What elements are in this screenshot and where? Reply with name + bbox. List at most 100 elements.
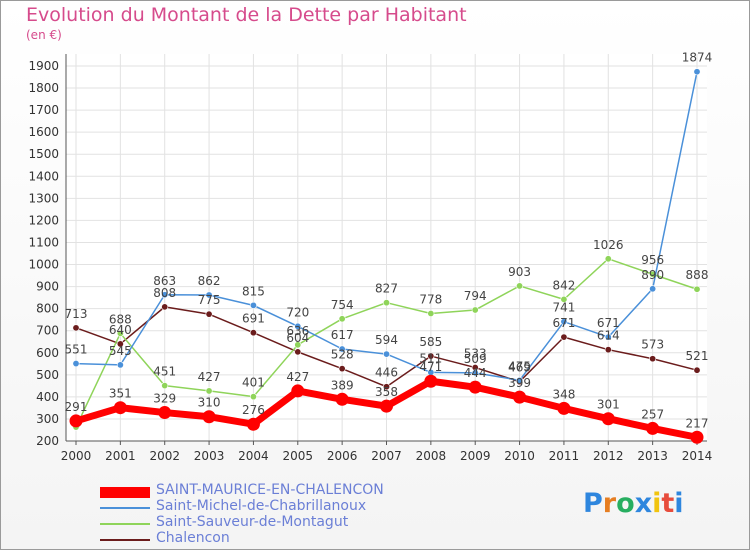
data-label: 427 [198, 370, 221, 384]
y-tick-label: 800 [36, 302, 59, 316]
data-point [249, 393, 257, 401]
data-point [205, 291, 213, 299]
legend-swatch [100, 507, 150, 509]
data-label: 551 [65, 343, 88, 357]
data-label: 754 [331, 298, 354, 312]
data-point [249, 301, 257, 309]
y-tick-label: 400 [36, 390, 59, 404]
x-tick-label: 2007 [371, 449, 402, 463]
axes: 200 300 400 500 600 700 800 900 1000 1100 1200 1300… [28, 54, 712, 463]
data-point [427, 309, 435, 317]
data-point [690, 430, 704, 444]
chart-title: Evolution du Montant de la Dette par Hab… [26, 4, 467, 26]
data-label: 671 [597, 316, 620, 330]
data-label: 827 [375, 282, 398, 296]
legend-label: Saint-Michel-de-Chabrillanoux [156, 498, 367, 514]
data-point [513, 390, 527, 404]
data-label: 863 [153, 274, 176, 288]
brand-letter: x [634, 488, 653, 519]
data-point [158, 406, 172, 420]
data-point [560, 333, 568, 341]
data-label: 808 [153, 286, 176, 300]
data-point [693, 366, 701, 374]
data-label: 528 [331, 348, 354, 362]
x-tick-label: 2006 [327, 449, 358, 463]
y-tick-label: 1200 [28, 213, 59, 227]
data-point [116, 329, 124, 337]
data-label: 399 [508, 376, 531, 390]
data-point [161, 303, 169, 311]
data-point [693, 285, 701, 293]
data-label: 329 [153, 392, 176, 406]
data-label: 794 [464, 289, 487, 303]
data-point [560, 295, 568, 303]
data-label: 545 [109, 344, 132, 358]
data-point [113, 401, 127, 415]
data-label: 671 [552, 316, 575, 330]
legend-label: SAINT-MAURICE-EN-CHALENCON [156, 482, 384, 498]
data-point [338, 365, 346, 373]
data-point [516, 282, 524, 290]
brand-letter: r [602, 488, 617, 519]
y-tick-label: 1000 [28, 258, 59, 272]
data-label: 469 [508, 361, 531, 375]
x-tick-label: 2014 [682, 449, 713, 463]
data-label: 741 [552, 301, 575, 315]
data-point [471, 306, 479, 314]
data-point [604, 346, 612, 354]
data-point [294, 341, 302, 349]
x-tick-label: 2009 [460, 449, 491, 463]
x-tick-label: 2001 [105, 449, 136, 463]
data-label: 815 [242, 284, 265, 298]
data-point [646, 421, 660, 435]
x-tick-label: 2011 [549, 449, 580, 463]
data-point [560, 318, 568, 326]
y-tick-label: 200 [36, 434, 59, 448]
data-point [380, 399, 393, 413]
brand-letter: i [652, 488, 662, 519]
x-tick-label: 2013 [637, 449, 668, 463]
data-point [601, 412, 615, 426]
y-tick-label: 1100 [28, 235, 59, 249]
brand-letter: P [583, 488, 603, 519]
data-label: 890 [641, 268, 664, 282]
data-point [427, 352, 435, 360]
data-label: 348 [552, 387, 575, 401]
y-tick-label: 500 [36, 368, 59, 382]
data-label: 276 [242, 403, 265, 417]
data-point [604, 333, 612, 341]
x-tick-label: 2002 [149, 449, 180, 463]
y-tick-label: 300 [36, 412, 59, 426]
y-tick-label: 1600 [28, 125, 59, 139]
data-point [72, 360, 80, 368]
data-label: 401 [242, 376, 265, 390]
data-label: 640 [109, 323, 132, 337]
brand-letter: i [674, 488, 684, 519]
data-label: 1874 [682, 51, 713, 65]
data-label: 351 [109, 387, 132, 401]
data-label: 217 [686, 416, 709, 430]
x-tick-label: 2012 [593, 449, 624, 463]
y-tick-label: 1300 [28, 191, 59, 205]
data-label: 511 [419, 351, 442, 365]
data-point [246, 417, 260, 431]
brand-letter: o [616, 488, 635, 519]
data-label: 471 [419, 360, 442, 374]
data-label: 585 [419, 335, 442, 349]
y-tick-label: 1900 [28, 59, 59, 73]
data-point [649, 355, 657, 363]
data-point [557, 401, 571, 415]
data-label: 521 [686, 349, 709, 363]
data-label: 310 [198, 396, 221, 410]
data-label: 862 [198, 274, 221, 288]
data-point [335, 392, 349, 406]
data-label: 713 [65, 307, 88, 321]
x-tick-label: 2008 [416, 449, 447, 463]
brand-logo: Proxiti [583, 488, 684, 519]
data-label: 509 [464, 352, 487, 366]
data-point [116, 361, 124, 369]
data-label: 291 [65, 400, 88, 414]
data-label: 573 [641, 338, 664, 352]
data-label: 475 [508, 359, 531, 373]
